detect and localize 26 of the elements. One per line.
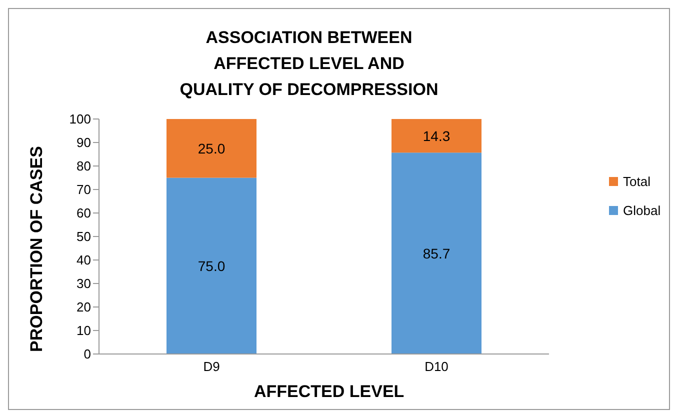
data-label: 25.0	[198, 140, 226, 156]
y-tick-label: 20	[76, 300, 91, 315]
bar	[392, 119, 482, 153]
legend-label: Global	[623, 203, 661, 218]
y-tick-label: 30	[76, 276, 91, 292]
y-tick-label: 60	[76, 206, 91, 221]
legend-label: Total	[623, 174, 650, 189]
y-tick-label: 40	[76, 252, 91, 268]
bar	[392, 152, 482, 354]
x-tick-label: D9	[203, 359, 220, 374]
y-tick-label: 70	[76, 182, 91, 198]
y-axis-title: PROPORTION OF CASES	[27, 146, 47, 352]
y-tick-label: 50	[76, 229, 91, 244]
x-tick-label: D10	[424, 359, 448, 374]
y-tick-label: 80	[76, 158, 91, 174]
y-tick-label: 10	[76, 323, 91, 338]
y-tick-label: 0	[84, 346, 91, 362]
data-label: 75.0	[198, 258, 226, 274]
chart-title: ASSOCIATION BETWEEN AFFECTED LEVEL AND QUALITY OF DECOMPRESSION	[179, 27, 439, 101]
bar	[166, 178, 256, 354]
y-tick-label: 90	[76, 135, 91, 150]
data-label: 14.3	[422, 128, 450, 144]
x-axis-title: AFFECTED LEVEL	[254, 382, 404, 402]
y-tick-label: 100	[69, 112, 91, 127]
data-label: 85.7	[422, 245, 450, 262]
bar	[166, 119, 256, 178]
